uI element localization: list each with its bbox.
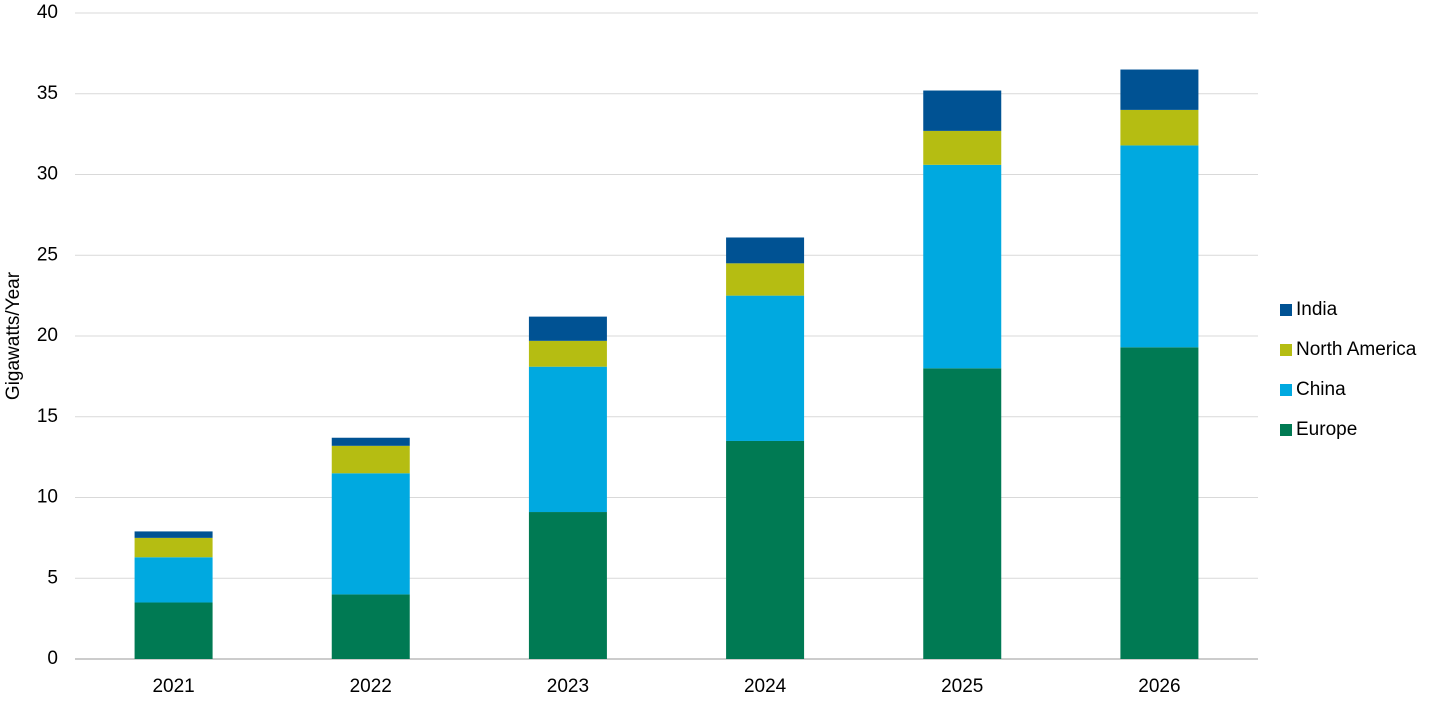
legend-label: North America	[1296, 339, 1417, 360]
x-tick-label: 2021	[152, 676, 194, 697]
y-tick-label: 35	[37, 83, 58, 104]
bar-segment	[528, 366, 607, 513]
bar-segment	[923, 90, 1002, 131]
bar-segment	[923, 368, 1002, 659]
y-tick-label: 15	[37, 406, 58, 427]
x-tick-label: 2025	[941, 676, 983, 697]
y-tick-label: 30	[37, 164, 58, 185]
bar-segment	[134, 557, 213, 603]
legend-swatch	[1280, 304, 1292, 316]
bar-segment	[1120, 347, 1199, 659]
bar-segment	[1120, 69, 1199, 110]
bar-segment	[1120, 145, 1199, 348]
legend-label: India	[1296, 299, 1338, 320]
bar-segment	[726, 237, 805, 264]
legend-swatch	[1280, 344, 1292, 356]
bar-segment	[726, 263, 805, 296]
bar-segment	[923, 164, 1002, 369]
y-tick-label: 0	[47, 648, 58, 669]
bar-segment	[528, 512, 607, 659]
bar-segment	[134, 537, 213, 558]
legend-label: China	[1296, 379, 1346, 400]
y-tick-label: 40	[37, 2, 58, 23]
y-tick-label: 25	[37, 244, 58, 265]
bar-segment	[726, 295, 805, 441]
bar-segment	[528, 316, 607, 341]
x-tick-label: 2022	[350, 676, 392, 697]
bar-segment	[331, 445, 410, 474]
bar-segment	[923, 130, 1002, 165]
x-tick-label: 2024	[744, 676, 787, 697]
bar-segment	[134, 602, 213, 659]
y-tick-label: 10	[37, 487, 58, 508]
bar-segment	[134, 531, 213, 538]
bar-segment	[331, 437, 410, 446]
bar-segment	[1120, 109, 1199, 146]
y-axis-label: Gigawatts/Year	[3, 271, 24, 400]
x-tick-label: 2026	[1138, 676, 1180, 697]
bar-segment	[331, 594, 410, 659]
x-tick-label: 2023	[547, 676, 589, 697]
legend-swatch	[1280, 424, 1292, 436]
bar-segment	[331, 473, 410, 595]
y-tick-label: 5	[47, 567, 58, 588]
bar-segment	[528, 340, 607, 367]
legend-label: Europe	[1296, 419, 1357, 440]
legend-swatch	[1280, 384, 1292, 396]
y-tick-label: 20	[37, 325, 58, 346]
bar-segment	[726, 440, 805, 659]
